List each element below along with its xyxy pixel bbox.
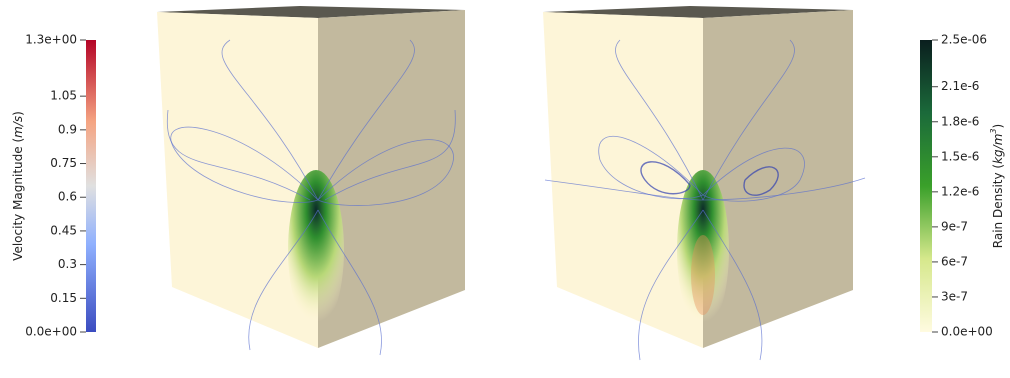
tick-label: 0.75 [50,156,77,170]
tick-label: 1.5e-6 [941,149,979,163]
tick-label: 1.2e-6 [941,184,979,198]
tick-label: 2.5e-06 [941,33,987,47]
velocity-colorbar [86,40,96,332]
tick-label: 2.1e-6 [941,79,979,93]
rain-colorbar-label: Rain Density (kg/m3) [989,124,1005,248]
tick-label: 0.45 [50,223,77,237]
tick-label: 0.3 [58,257,77,271]
tick-label: 1.8e-6 [941,114,979,128]
tick-label: 3e-7 [941,289,968,303]
tick-label: 0.0e+00 [941,325,993,339]
tick-label: 1.3e+00 [25,33,77,47]
velocity-colorbar-label: Velocity Magnitude (m/s) [11,111,25,261]
right-box [543,6,866,361]
rain-colorbar [920,40,932,332]
tick-label: 9e-7 [941,219,968,233]
tick-label: 0.0e+00 [25,325,77,339]
tick-label: 0.15 [50,291,77,305]
tick-label: 1.05 [50,89,77,103]
left-box [157,6,465,356]
tick-label: 0.6 [58,190,77,204]
tick-label: 0.9 [58,122,77,136]
tick-label: 6e-7 [941,254,968,268]
